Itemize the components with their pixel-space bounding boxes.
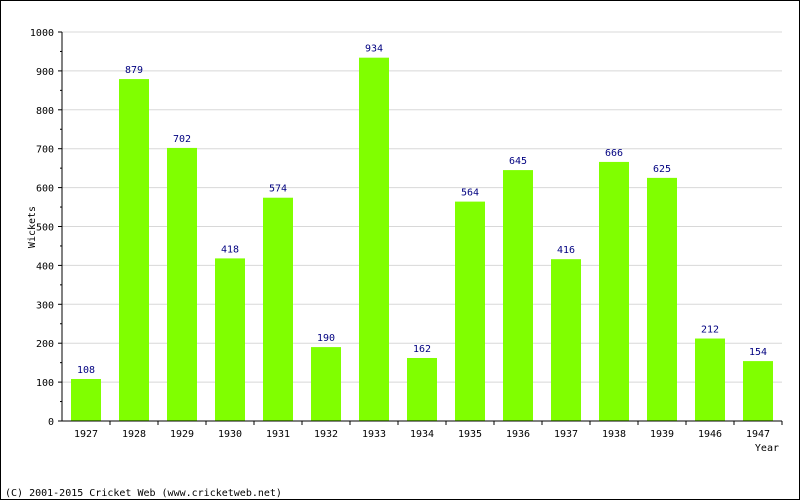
y-tick-label: 400 (36, 261, 54, 272)
x-tick-label: 1928 (122, 429, 146, 440)
x-tick-label: 1947 (746, 429, 770, 440)
data-labels: 108 879 702 418 574 190 934 162 564 645 416 666 625 2… (77, 44, 767, 376)
x-tick-label: 1930 (218, 429, 242, 440)
x-tick-label: 1935 (458, 429, 482, 440)
data-label-1931: 574 (269, 184, 287, 195)
x-tick-label: 1931 (266, 429, 290, 440)
x-axis-title: Year (755, 443, 779, 454)
data-label-1939: 625 (653, 164, 671, 175)
bar-1939 (647, 177, 677, 421)
x-tick-label: 1929 (170, 429, 194, 440)
bar-1928 (119, 79, 149, 421)
x-tick-label: 1938 (602, 429, 626, 440)
x-tick-label: 1946 (698, 429, 722, 440)
data-label-1936: 645 (509, 156, 527, 167)
x-tick-label: 1939 (650, 429, 674, 440)
y-tick-label: 800 (36, 106, 54, 117)
y-tick-label: 1000 (30, 28, 54, 39)
bar-1947 (743, 361, 773, 421)
y-tick-label: 300 (36, 300, 54, 311)
data-label-1933: 934 (365, 44, 383, 55)
y-axis-title: Wickets (27, 206, 38, 248)
data-label-1928: 879 (125, 65, 143, 76)
data-label-1937: 416 (557, 245, 575, 256)
x-tick-label: 1933 (362, 429, 386, 440)
bar-1933 (359, 57, 389, 421)
y-tick-label: 900 (36, 67, 54, 78)
bar-1929 (167, 147, 197, 421)
y-tick-label: 0 (48, 417, 54, 428)
y-tick-label: 700 (36, 145, 54, 156)
copyright-footer: (C) 2001-2015 Cricket Web (www.cricketwe… (5, 488, 282, 499)
x-tick-label: 1932 (314, 429, 338, 440)
bar-1937 (551, 259, 581, 421)
data-label-1935: 564 (461, 188, 479, 199)
bar-1927 (71, 378, 101, 421)
bar-1932 (311, 347, 341, 421)
data-label-1929: 702 (173, 134, 191, 145)
data-label-1938: 666 (605, 148, 623, 159)
bar-1938 (599, 161, 629, 421)
bars (71, 57, 773, 421)
bar-1946 (695, 338, 725, 421)
data-label-1947: 154 (749, 347, 767, 358)
x-tick-label: 1927 (74, 429, 98, 440)
data-label-1932: 190 (317, 333, 335, 344)
bar-1934 (407, 357, 437, 421)
x-tick-label: 1937 (554, 429, 578, 440)
bar-1931 (263, 197, 293, 421)
bar-1936 (503, 170, 533, 421)
y-tick-label: 500 (36, 223, 54, 234)
data-label-1930: 418 (221, 244, 239, 255)
x-tick-label: 1934 (410, 429, 434, 440)
bar-1935 (455, 201, 485, 421)
x-tick-label: 1936 (506, 429, 530, 440)
y-tick-label: 100 (36, 378, 54, 389)
data-label-1927: 108 (77, 365, 95, 376)
y-tick-label: 600 (36, 184, 54, 195)
y-tick-label: 200 (36, 339, 54, 350)
axes: 0 100 200 300 400 500 600 700 800 900 1000 1927 1928… (30, 28, 783, 440)
data-label-1946: 212 (701, 325, 719, 336)
data-label-1934: 162 (413, 344, 431, 355)
bar-1930 (215, 258, 245, 421)
